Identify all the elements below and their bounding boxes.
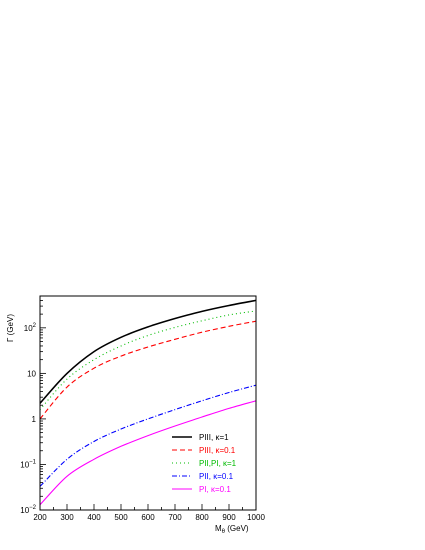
x-tick-label: 500 xyxy=(114,513,128,522)
y-axis-label: Γ (GeV) xyxy=(6,314,15,342)
series-line-1 xyxy=(39,320,257,420)
legend: PIII, κ=1 PIII, κ=0.1 PII,PI, κ=1 PII, κ=0.… xyxy=(172,433,237,494)
y-tick-label: 10 xyxy=(27,369,36,378)
series-line-0 xyxy=(39,299,257,404)
x-axis-label-main: M xyxy=(215,524,222,533)
y-tick-label: 102 xyxy=(24,323,37,333)
x-tick-label: 400 xyxy=(87,513,101,522)
x-tick-label: 300 xyxy=(60,513,74,522)
x-axis-label-sub: θ xyxy=(222,529,226,535)
x-axis-label-unit: (GeV) xyxy=(225,524,249,533)
legend-label-1: PIII, κ=0.1 xyxy=(199,446,236,455)
legend-label-3: PII, κ=0.1 xyxy=(199,472,234,481)
y-tick-label: 10−1 xyxy=(20,459,36,469)
legend-label-2: PII,PI, κ=1 xyxy=(199,459,237,468)
x-tick-label: 900 xyxy=(222,513,236,522)
legend-label-0: PIII, κ=1 xyxy=(199,433,229,442)
x-tick-label: 600 xyxy=(141,513,155,522)
axis-ticks: 200 300 400 500 600 700 800 900 1000 10−2 10−1 1 10 1… xyxy=(20,295,265,522)
series-line-4 xyxy=(39,400,257,506)
series-lines xyxy=(39,299,257,506)
x-tick-label: 800 xyxy=(195,513,209,522)
x-tick-label: 200 xyxy=(33,513,47,522)
x-tick-label: 1000 xyxy=(247,513,265,522)
y-tick-label: 10−2 xyxy=(20,505,36,515)
y-tick-label: 1 xyxy=(32,415,37,424)
x-tick-label: 700 xyxy=(168,513,182,522)
series-line-2 xyxy=(39,310,257,410)
x-axis-label: Mθ (GeV) xyxy=(215,524,249,535)
legend-label-4: PI, κ=0.1 xyxy=(199,485,231,494)
